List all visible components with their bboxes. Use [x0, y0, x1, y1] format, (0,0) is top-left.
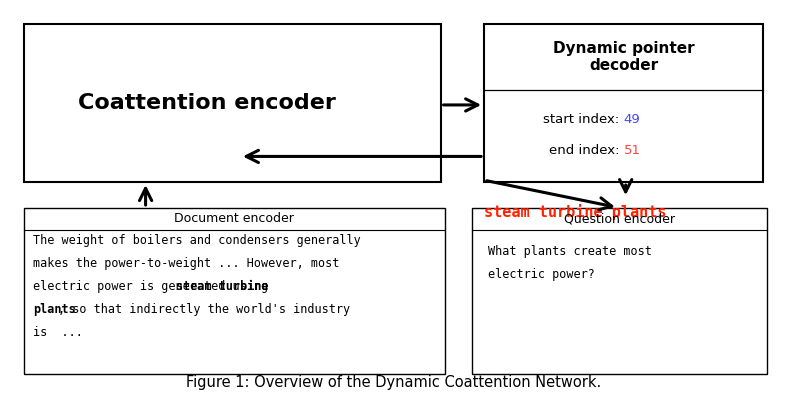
- Text: steam turbine plants: steam turbine plants: [484, 204, 667, 220]
- Text: electric power?: electric power?: [488, 268, 595, 281]
- Text: Document encoder: Document encoder: [174, 212, 294, 225]
- Text: end index:: end index:: [549, 143, 623, 156]
- Text: Dynamic pointer
decoder: Dynamic pointer decoder: [553, 41, 694, 73]
- Bar: [472, 208, 767, 374]
- Text: start index:: start index:: [543, 113, 623, 126]
- Bar: [484, 24, 763, 182]
- Text: Coattention encoder: Coattention encoder: [78, 93, 336, 113]
- Text: Question encoder: Question encoder: [564, 212, 675, 225]
- Text: 49: 49: [623, 113, 641, 126]
- Text: 51: 51: [623, 143, 641, 156]
- Text: The weight of boilers and condensers generally: The weight of boilers and condensers gen…: [33, 234, 360, 247]
- Text: is  ...: is ...: [33, 326, 83, 339]
- Text: , so that indirectly the world's industry: , so that indirectly the world's industr…: [58, 303, 350, 316]
- Text: What plants create most: What plants create most: [488, 246, 652, 258]
- Text: makes the power-to-weight ... However, most: makes the power-to-weight ... However, m…: [33, 257, 339, 270]
- Text: plants: plants: [33, 303, 76, 316]
- Bar: [24, 208, 445, 374]
- Text: Figure 1: Overview of the Dynamic Coattention Network.: Figure 1: Overview of the Dynamic Coatte…: [186, 375, 601, 390]
- Bar: [24, 24, 441, 182]
- Text: steam turbine: steam turbine: [176, 280, 269, 293]
- Text: electric power is generated using: electric power is generated using: [33, 280, 275, 293]
